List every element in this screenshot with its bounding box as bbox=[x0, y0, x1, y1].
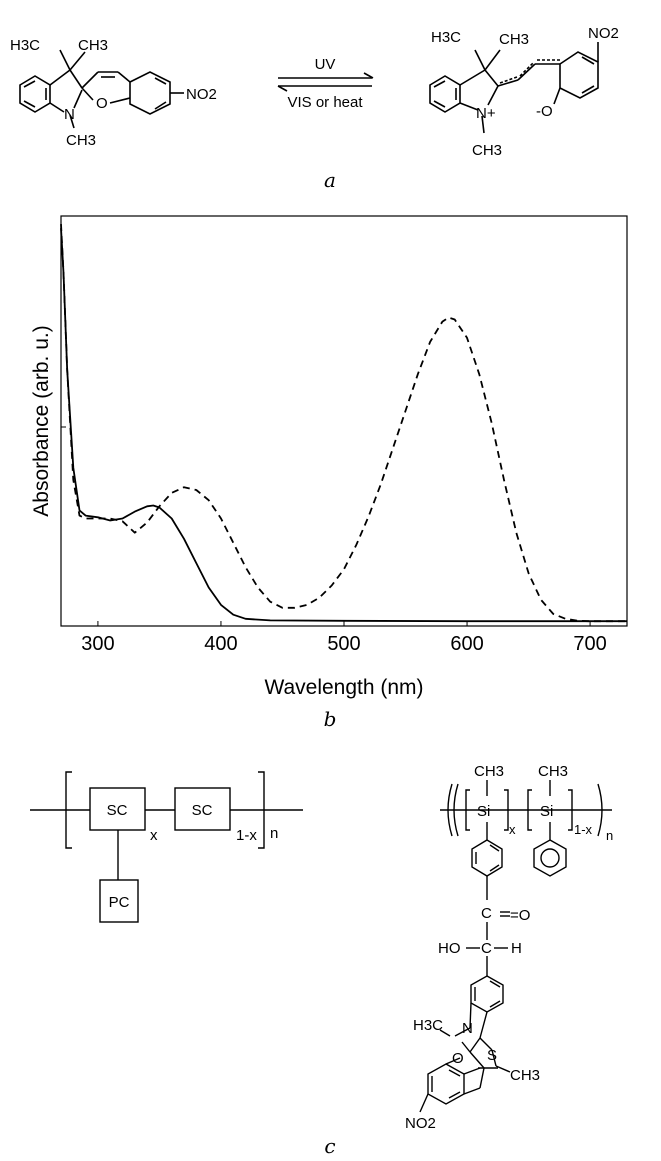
sc-box-2-label: SC bbox=[192, 802, 213, 819]
series-solid-line bbox=[61, 228, 627, 621]
caption-c: c bbox=[324, 1134, 335, 1158]
poly-sub-n: n bbox=[606, 828, 613, 843]
mol-a-left-no2: NO2 bbox=[186, 86, 217, 103]
chart-series bbox=[61, 224, 627, 621]
poly-sub-x: x bbox=[509, 822, 516, 837]
series-dashed-line bbox=[61, 224, 627, 621]
uv-label: UV bbox=[315, 56, 336, 73]
poly-ch3-2: CH3 bbox=[538, 763, 568, 780]
mol-a-right-ominus: -O bbox=[536, 103, 553, 120]
y-axis-label: Absorbance (arb. u.) bbox=[30, 325, 53, 516]
vis-heat-label: VIS or heat bbox=[287, 94, 363, 111]
schematic-sub-x: x bbox=[150, 827, 158, 844]
mol-a-right-nch3: CH3 bbox=[472, 142, 502, 159]
pc-box-label: PC bbox=[109, 894, 130, 911]
poly-si-2: Si bbox=[540, 803, 553, 820]
poly-h: H bbox=[511, 940, 522, 957]
poly-ch3-1: CH3 bbox=[474, 763, 504, 780]
x-tick-label-400: 400 bbox=[204, 633, 237, 655]
poly-carbinol-c: C bbox=[481, 940, 492, 957]
schematic-sub-n: n bbox=[270, 825, 278, 842]
mol-a-right-nplus: N+ bbox=[476, 105, 496, 122]
merocyanine-structure bbox=[430, 42, 598, 133]
schematic-sub-1x: 1-x bbox=[236, 827, 257, 844]
mol-a-left-nch3: CH3 bbox=[66, 132, 96, 149]
x-tick-label-600: 600 bbox=[450, 633, 483, 655]
mol-a-right-h3c: H3C bbox=[431, 29, 461, 46]
poly-ch3-3: CH3 bbox=[510, 1067, 540, 1084]
plot-frame bbox=[61, 216, 627, 626]
mol-a-left-o: O bbox=[96, 95, 108, 112]
poly-sub-1x: 1-x bbox=[574, 822, 593, 837]
panel-c: SC SC PC x 1-x n bbox=[30, 763, 613, 1158]
poly-o: O bbox=[452, 1050, 464, 1067]
x-tick-label-500: 500 bbox=[327, 633, 360, 655]
x-tick-label-700: 700 bbox=[573, 633, 606, 655]
poly-h3c: H3C bbox=[413, 1017, 443, 1034]
poly-carbonyl-o: =O bbox=[510, 907, 530, 924]
equilibrium-arrows bbox=[278, 73, 373, 91]
poly-carbonyl-c: C bbox=[481, 905, 492, 922]
x-axis-label: Wavelength (nm) bbox=[264, 676, 423, 699]
mol-a-left-ch3: CH3 bbox=[78, 37, 108, 54]
spiropyran-structure bbox=[20, 50, 184, 128]
poly-no2: NO2 bbox=[405, 1115, 436, 1132]
copolymer-schematic bbox=[30, 772, 303, 922]
mol-a-left-n: N bbox=[64, 106, 75, 123]
mol-a-right-no2: NO2 bbox=[588, 25, 619, 42]
caption-b: b bbox=[324, 707, 337, 731]
poly-si-1: Si bbox=[477, 803, 490, 820]
caption-a: a bbox=[324, 168, 336, 192]
mol-a-right-ch3: CH3 bbox=[499, 31, 529, 48]
x-tick-label-300: 300 bbox=[81, 633, 114, 655]
poly-ho: HO bbox=[438, 940, 461, 957]
sc-box-1-label: SC bbox=[107, 802, 128, 819]
panel-a: H3C CH3 N CH3 O NO2 UV VIS or heat bbox=[10, 25, 619, 192]
poly-s: S bbox=[487, 1047, 497, 1064]
poly-n: N bbox=[462, 1020, 473, 1037]
panel-b: 300 400 500 600 700 Wavelength (nm) Absorban… bbox=[30, 216, 627, 731]
mol-a-left-h3c: H3C bbox=[10, 37, 40, 54]
